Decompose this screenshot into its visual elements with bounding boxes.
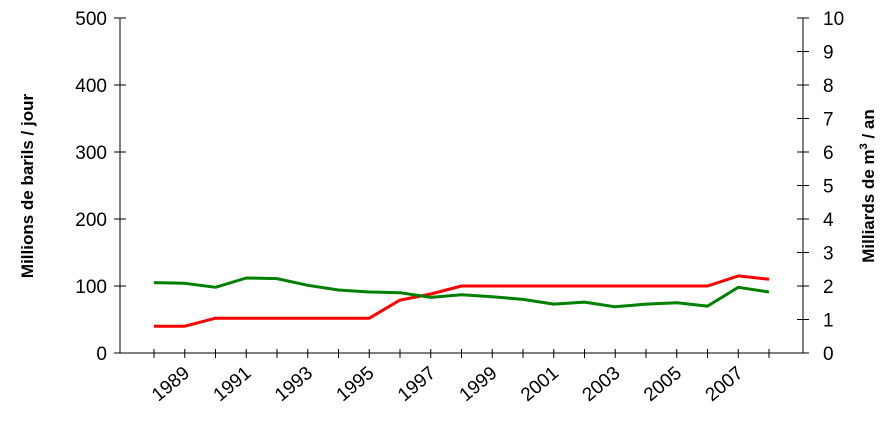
y-axis-title: Millions de barils / jour [18, 94, 37, 279]
y-tick-label: 0 [96, 344, 107, 365]
series-line-1 [154, 274, 770, 328]
y2-tick-label: 0 [823, 344, 834, 365]
y2-axis-title: Milliards de m3 / an [858, 109, 878, 263]
y2-tick-label: 8 [823, 76, 834, 97]
series-layer [153, 274, 770, 328]
y2-tick-label: 7 [823, 110, 834, 131]
y2-tick-label: 6 [823, 143, 834, 164]
y2-tick-label: 3 [823, 244, 834, 265]
y-tick-label: 100 [75, 277, 107, 298]
series-line-2 [153, 276, 770, 309]
y-tick-label: 200 [75, 210, 107, 231]
y-tick-label: 500 [75, 9, 107, 30]
y2-tick-label: 1 [823, 311, 834, 332]
y2-tick-label: 4 [823, 210, 834, 231]
y2-tick-label: 2 [823, 277, 834, 298]
y2-tick-label: 5 [823, 177, 834, 198]
axes [114, 17, 809, 358]
y2-tick-label: 9 [823, 43, 834, 64]
y-tick-label: 300 [75, 143, 107, 164]
y2-tick-label: 10 [823, 9, 844, 30]
y-tick-label: 400 [75, 76, 107, 97]
